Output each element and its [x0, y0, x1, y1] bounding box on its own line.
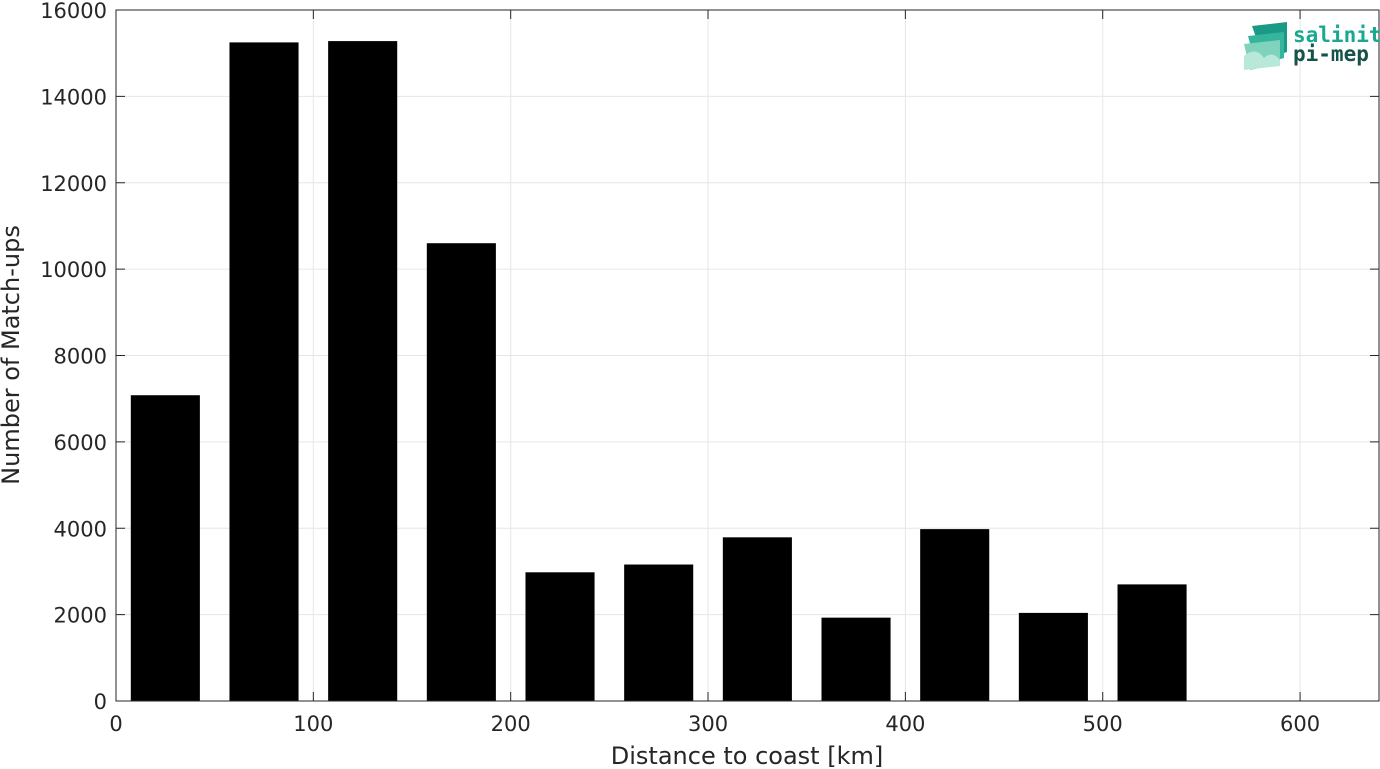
grid-lines: [115, 9, 1379, 702]
bar: [426, 243, 496, 701]
bar: [1117, 584, 1187, 701]
y-tick-label: 4000: [54, 517, 107, 541]
x-tick-label: 600: [1280, 712, 1320, 736]
logo-text-salinity: salinity: [1293, 23, 1380, 47]
x-axis-label: Distance to coast [km]: [611, 742, 883, 769]
logo-text-pi-mep: pi-mep: [1293, 42, 1369, 66]
x-tick-label: 400: [885, 712, 925, 736]
x-tick-label: 100: [293, 712, 333, 736]
y-tick-label: 12000: [40, 172, 107, 196]
y-tick-label: 10000: [40, 258, 107, 282]
y-tick-label: 6000: [54, 431, 107, 455]
wave-logo-icon: [1244, 22, 1287, 70]
x-tick-label: 200: [491, 712, 531, 736]
y-tick-label: 8000: [54, 345, 107, 369]
bars: [130, 41, 1187, 702]
bar: [328, 41, 398, 702]
bar: [821, 617, 891, 701]
y-tick-label: 16000: [40, 0, 107, 23]
x-tick-label: 300: [688, 712, 728, 736]
x-tick-label: 0: [109, 712, 122, 736]
y-tick-label: 14000: [40, 85, 107, 109]
x-tick-label: 500: [1083, 712, 1123, 736]
y-axis-label: Number of Match-ups: [0, 225, 25, 485]
bar: [920, 529, 990, 701]
bar: [229, 42, 299, 701]
axis-ticks: 0 100 200 300 400 500 600020004000600080001000…: [40, 0, 1379, 736]
bar: [722, 537, 792, 701]
bar: [624, 564, 694, 701]
y-tick-label: 0: [94, 690, 107, 714]
y-tick-label: 2000: [54, 604, 107, 628]
bar: [525, 572, 595, 701]
bar: [130, 395, 200, 701]
salinity-pi-mep-logo: salinity pi-mep: [1244, 22, 1380, 70]
bar: [1018, 612, 1088, 701]
